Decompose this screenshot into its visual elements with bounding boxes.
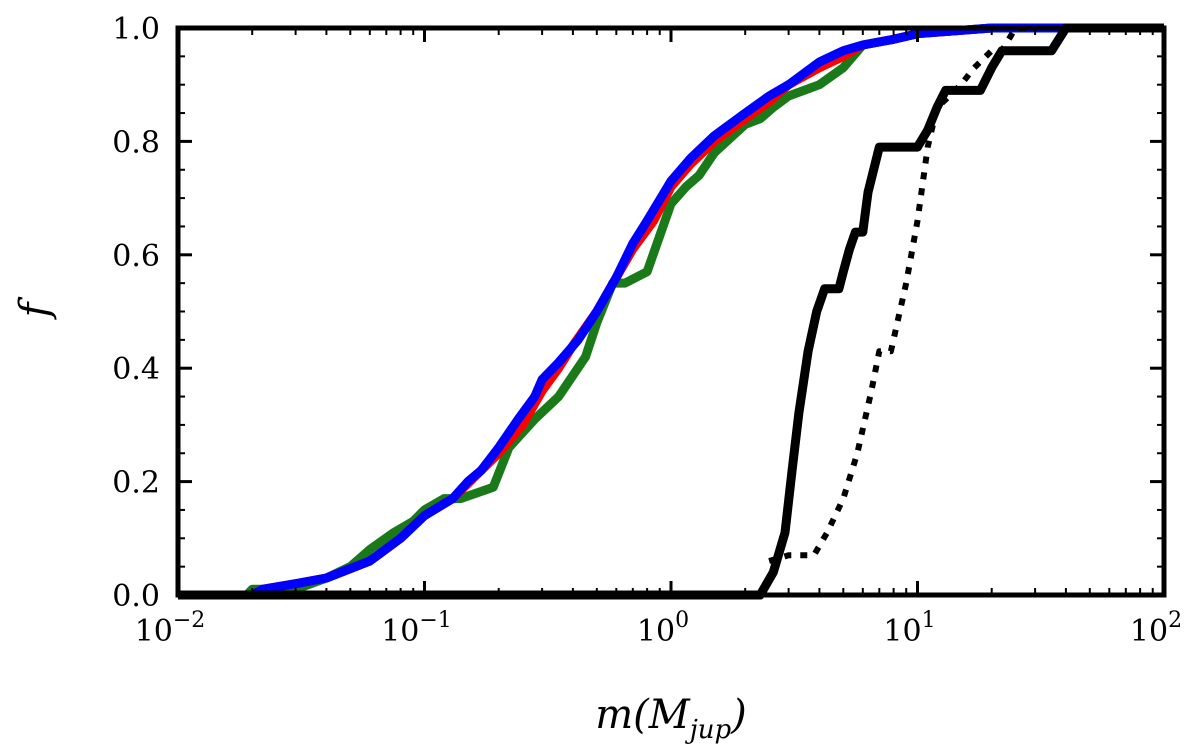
y-tick-label: 0.8 xyxy=(112,125,160,160)
x-axis-label: m(Mjup) xyxy=(595,692,747,745)
ticks-layer: 10−2 10−1 100 101 102 0.0 0.2 0.4 0.6 0.8 1.0 xyxy=(112,12,1182,649)
x-axis-label-main: m(M xyxy=(595,692,691,738)
y-axis-label: f xyxy=(12,296,58,320)
series-line-green xyxy=(178,23,993,600)
plot-frame xyxy=(175,25,1167,598)
x-tick-label: 10−2 xyxy=(135,608,206,649)
y-tick-label: 0.6 xyxy=(112,239,160,274)
series-layer xyxy=(178,23,1164,600)
series-line-red xyxy=(178,23,993,600)
y-tick-label: 0.0 xyxy=(112,579,160,614)
x-axis-label-sub: jup xyxy=(685,715,732,745)
x-tick-label: 101 xyxy=(883,608,935,649)
series-line-blue xyxy=(178,23,1164,600)
series-line-black-solid xyxy=(178,23,1164,600)
y-tick-label: 1.0 xyxy=(112,12,160,47)
x-axis-label-close: ) xyxy=(730,692,747,738)
series-line-black-dotted xyxy=(768,25,1036,564)
x-tick-label: 100 xyxy=(637,608,689,649)
y-tick-label: 0.2 xyxy=(112,466,160,501)
y-tick-label: 0.4 xyxy=(112,352,160,387)
x-tick-label: 102 xyxy=(1130,608,1182,649)
x-tick-label: 10−1 xyxy=(381,608,452,649)
